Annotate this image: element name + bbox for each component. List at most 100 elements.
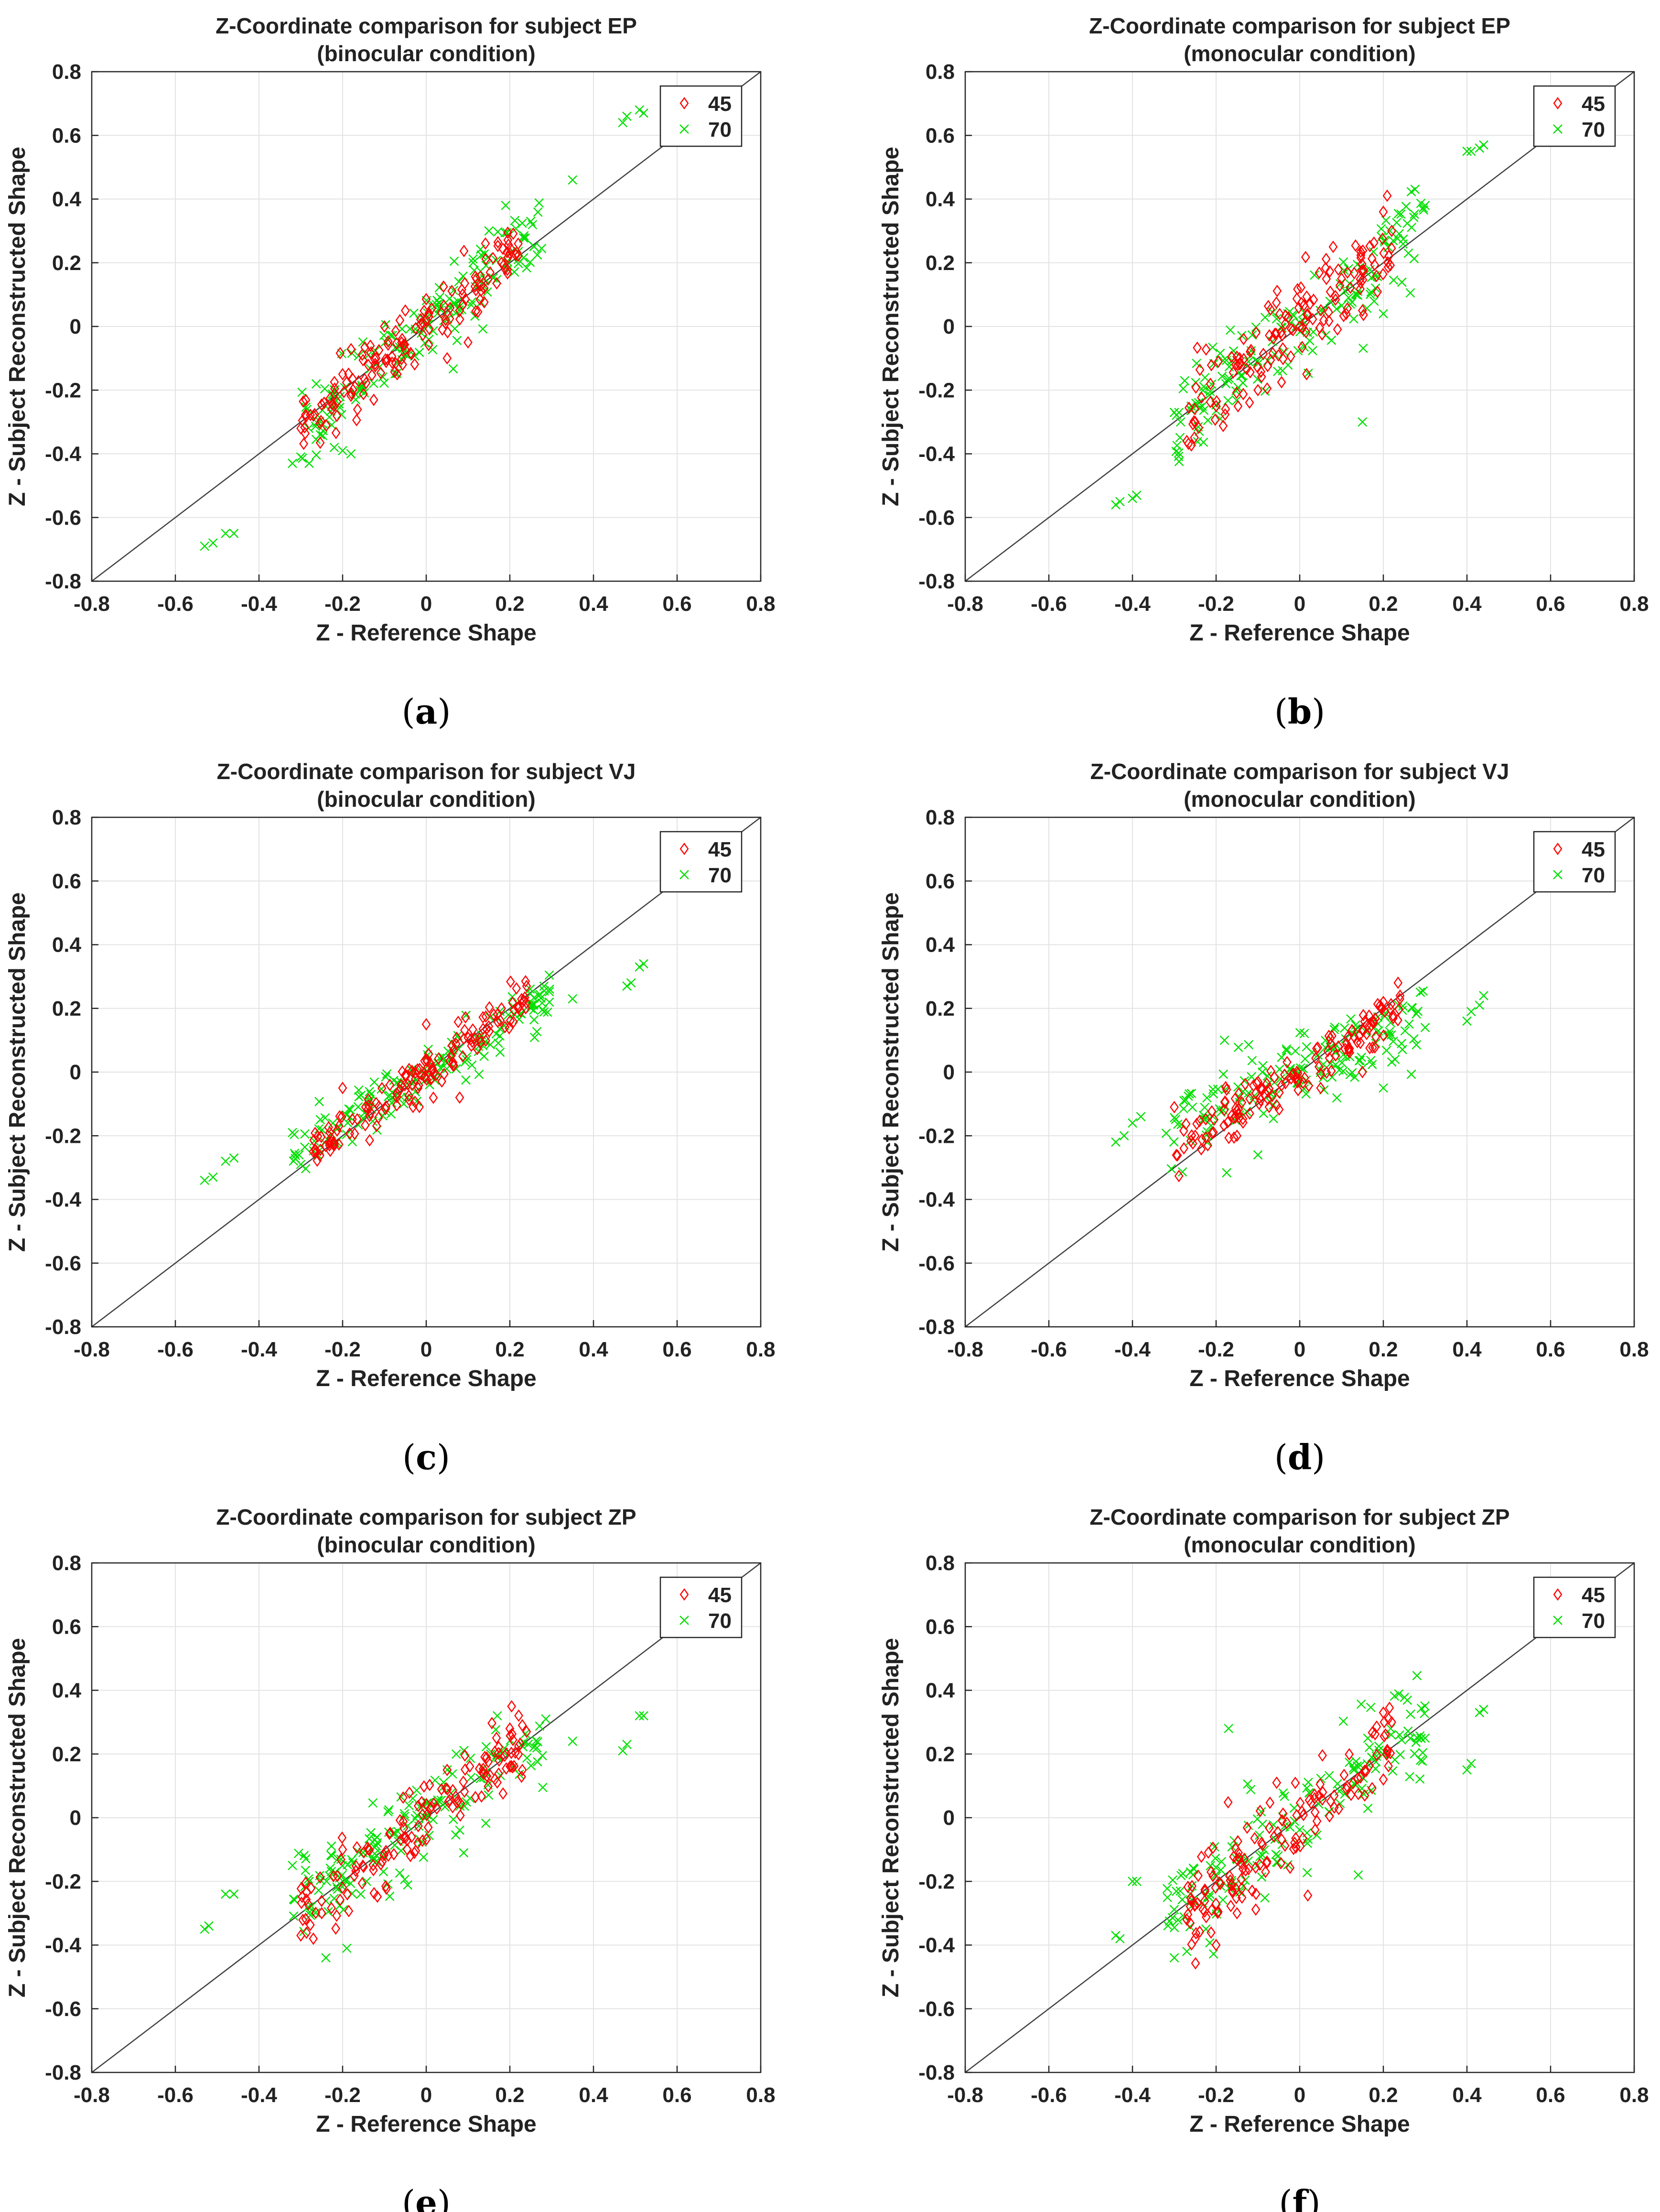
point-45 <box>495 1754 504 1767</box>
point-45 <box>1207 1127 1217 1139</box>
point-45 <box>1356 251 1366 264</box>
point-70 <box>1221 379 1231 389</box>
point-45 <box>424 322 434 336</box>
chart-subtitle: (monocular condition) <box>1184 1532 1416 1557</box>
point-70 <box>208 1172 218 1182</box>
point-45 <box>1339 310 1348 323</box>
point-45 <box>1265 1796 1275 1809</box>
point-45 <box>456 1797 465 1810</box>
y-tick-label: 0 <box>943 1061 955 1084</box>
point-45 <box>1369 1014 1378 1027</box>
point-45 <box>1318 1749 1327 1762</box>
point-45 <box>467 1040 476 1052</box>
point-70 <box>635 105 645 115</box>
point-45 <box>478 1011 488 1024</box>
point-70 <box>1162 1884 1172 1894</box>
point-45 <box>301 1912 311 1925</box>
point-45 <box>497 256 506 269</box>
point-45 <box>315 1871 325 1884</box>
point-70 <box>1218 1895 1228 1905</box>
point-45 <box>1232 386 1241 399</box>
panel-caption-letter: b <box>1288 691 1312 732</box>
point-70 <box>1163 1893 1172 1902</box>
point-45 <box>500 1749 509 1762</box>
point-70 <box>522 1753 532 1763</box>
point-45 <box>383 338 393 351</box>
point-45 <box>1228 1886 1237 1899</box>
point-45 <box>475 293 485 306</box>
point-70 <box>1374 1741 1384 1751</box>
x-tick-label: -0.2 <box>1198 2083 1234 2107</box>
point-45 <box>507 1746 516 1759</box>
point-70 <box>403 1821 412 1831</box>
y-tick-label: -0.6 <box>918 1997 955 2021</box>
point-45 <box>472 272 481 285</box>
point-45 <box>299 395 308 408</box>
chart-title: Z-Coordinate comparison for subject ZP <box>1089 1505 1509 1529</box>
point-45 <box>488 251 498 265</box>
point-70 <box>1235 1887 1245 1897</box>
point-70 <box>291 1150 301 1160</box>
point-70 <box>357 380 367 390</box>
point-70 <box>639 1711 648 1721</box>
point-45 <box>1369 236 1379 249</box>
point-45 <box>407 1831 416 1843</box>
point-45 <box>1256 365 1266 378</box>
point-45 <box>346 343 356 356</box>
point-45 <box>1311 1052 1320 1065</box>
point-70 <box>326 1841 336 1851</box>
point-70 <box>1282 1046 1292 1056</box>
panel-caption: (e) <box>402 2182 451 2212</box>
point-45 <box>1316 1082 1326 1095</box>
point-70 <box>1219 1035 1229 1045</box>
point-45 <box>1343 302 1352 315</box>
point-70 <box>358 337 368 347</box>
point-70 <box>1416 1734 1426 1743</box>
point-45 <box>1234 1103 1243 1116</box>
point-70 <box>221 1156 230 1166</box>
y-tick-label: 0 <box>943 315 955 338</box>
point-70 <box>511 224 521 234</box>
legend-marker-45 <box>1553 97 1563 110</box>
point-45 <box>1235 358 1244 371</box>
point-45 <box>1310 1823 1320 1836</box>
point-70 <box>1257 1872 1267 1882</box>
point-70 <box>484 1790 494 1800</box>
point-45 <box>342 376 351 389</box>
point-45 <box>440 1068 449 1081</box>
point-70 <box>1353 1870 1363 1880</box>
point-70 <box>1405 1772 1414 1782</box>
point-45 <box>1293 1076 1303 1089</box>
point-70 <box>1217 371 1227 381</box>
point-70 <box>1354 1056 1364 1066</box>
x-tick-label: 0.6 <box>662 2083 691 2107</box>
point-70 <box>1115 1934 1125 1944</box>
point-45 <box>1179 1142 1188 1155</box>
point-45 <box>1208 1869 1218 1882</box>
point-45 <box>1196 1143 1206 1156</box>
point-45 <box>517 1764 527 1777</box>
x-tick-label: -0.6 <box>157 2083 194 2107</box>
point-45 <box>1358 1065 1367 1079</box>
point-45 <box>1207 1926 1216 1939</box>
point-45 <box>1225 1870 1234 1883</box>
point-45 <box>353 403 362 416</box>
point-70 <box>408 1793 418 1803</box>
point-70 <box>1205 387 1215 396</box>
point-45 <box>1277 1814 1287 1827</box>
point-70 <box>568 994 578 1004</box>
point-70 <box>381 1072 391 1082</box>
point-45 <box>516 1737 525 1750</box>
point-45 <box>1272 327 1281 340</box>
point-45 <box>1317 1793 1327 1806</box>
point-45 <box>1257 1836 1266 1849</box>
point-45 <box>413 1063 422 1076</box>
point-70 <box>1272 314 1282 324</box>
point-70 <box>1397 1735 1407 1745</box>
point-70 <box>1224 1724 1234 1734</box>
x-tick-label: -0.8 <box>947 1338 983 1361</box>
point-70 <box>400 1875 410 1885</box>
point-70 <box>1406 1709 1415 1719</box>
point-45 <box>1356 1771 1365 1784</box>
